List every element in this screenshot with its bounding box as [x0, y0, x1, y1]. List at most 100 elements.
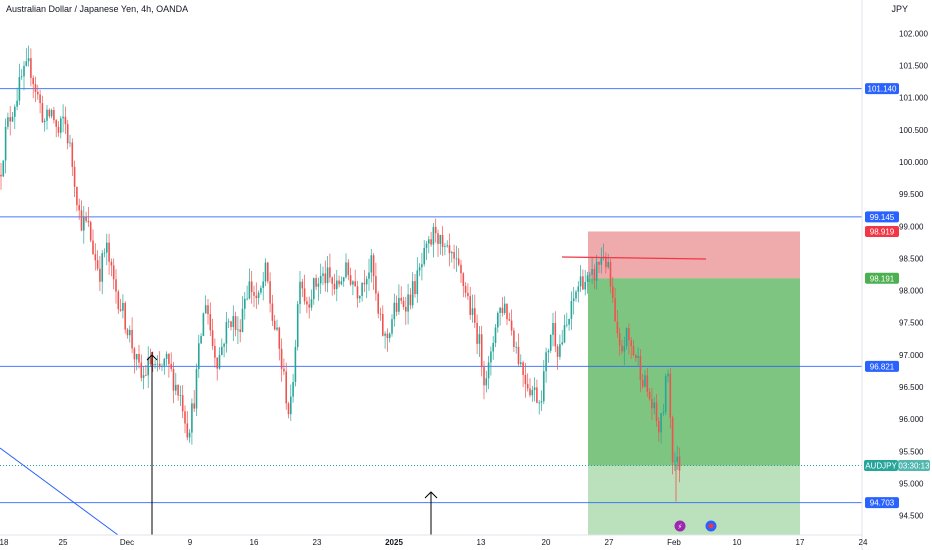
candle-body	[168, 353, 170, 364]
candle-body	[331, 277, 333, 284]
candle-body	[494, 327, 497, 343]
candle-body	[421, 264, 423, 268]
candle-body	[639, 356, 642, 381]
candle-body	[460, 264, 462, 274]
lightning-icon[interactable]	[674, 520, 686, 532]
candle-body	[400, 297, 402, 301]
candle-body	[129, 329, 131, 336]
entry-price-badge: 98.191	[870, 274, 895, 283]
candle-body	[50, 110, 53, 117]
candle-body	[384, 333, 386, 336]
candle-body	[11, 116, 14, 122]
candle-body	[131, 329, 133, 349]
resistance-ray[interactable]	[561, 256, 707, 260]
candle-body	[46, 109, 48, 121]
candle-body	[487, 362, 490, 379]
candle-body	[198, 343, 200, 370]
candle-body	[117, 291, 120, 310]
candle-body	[60, 118, 62, 133]
candle-body	[552, 322, 554, 335]
candle-body	[644, 375, 646, 387]
candle-body	[170, 363, 172, 369]
candle-body	[467, 292, 469, 297]
candle-body	[655, 402, 658, 421]
candle-body	[237, 329, 239, 331]
candle-body	[375, 276, 377, 294]
candle-body	[635, 355, 637, 358]
candle-body	[227, 321, 230, 323]
candle-body	[248, 281, 251, 299]
candle-body	[18, 76, 21, 101]
candle-body	[209, 314, 212, 331]
candle-body	[188, 432, 191, 438]
candle-body	[393, 302, 396, 320]
candle-body	[623, 346, 626, 352]
price-tick-label: 96.000	[899, 415, 924, 424]
trend-line[interactable]	[0, 447, 119, 536]
candle-body	[526, 384, 529, 389]
candle-body	[23, 65, 25, 77]
candle-body	[30, 58, 32, 78]
candle-body	[39, 94, 41, 104]
stop-loss-zone[interactable]	[588, 231, 800, 279]
candle-body	[62, 116, 64, 119]
candle-body	[145, 375, 147, 377]
price-tick-label: 102.000	[899, 29, 928, 38]
candle-body	[37, 91, 39, 95]
candle-body	[641, 380, 644, 387]
countdown-badge-bg	[898, 460, 930, 472]
candle-body	[529, 388, 531, 396]
candle-body	[260, 287, 262, 293]
candle-body	[547, 350, 550, 353]
candle-body	[648, 391, 651, 400]
candle-body	[124, 302, 126, 330]
candle-body	[508, 319, 511, 321]
candle-body	[179, 395, 182, 396]
candle-body	[66, 124, 69, 144]
candle-body	[572, 298, 575, 301]
candle-body	[430, 239, 432, 245]
candle-body	[317, 283, 320, 287]
candle-body	[57, 126, 60, 133]
candle-body	[630, 340, 632, 346]
candle-body	[181, 395, 184, 412]
candle-body	[382, 314, 384, 336]
candle-body	[441, 234, 444, 248]
lightning-glyph: ⚡	[678, 523, 683, 531]
candle-body	[257, 292, 260, 298]
candle-body	[303, 288, 306, 302]
take-profit-zone-remaining[interactable]	[588, 465, 800, 535]
candle-body	[497, 312, 499, 328]
candle-body	[646, 375, 649, 392]
current-symbol-badge-bg	[864, 460, 898, 472]
candle-body	[4, 126, 7, 161]
candle-body	[285, 371, 287, 404]
candle-body	[202, 313, 205, 337]
time-tick-label: Feb	[667, 538, 681, 547]
candle-body	[437, 233, 439, 244]
candle-body	[27, 58, 30, 62]
candle-body	[34, 84, 37, 92]
candle-body	[306, 301, 308, 305]
take-profit-zone[interactable]	[588, 278, 800, 466]
price-tick-label: 99.000	[899, 222, 924, 231]
candle-body	[156, 363, 159, 365]
candle-body	[483, 367, 485, 386]
candle-body	[342, 277, 345, 282]
candle-body	[172, 368, 175, 391]
candle-body	[211, 330, 214, 347]
candle-body	[418, 267, 421, 271]
position-zones	[588, 231, 800, 535]
candle-body	[561, 342, 563, 345]
candle-body	[377, 293, 379, 314]
price-tick-label: 100.000	[899, 158, 928, 167]
candle-body	[416, 270, 419, 295]
candle-body	[520, 362, 522, 365]
price-tick-label: 96.500	[899, 383, 924, 392]
candle-body	[216, 357, 218, 369]
currency-label: JPY	[891, 4, 908, 14]
candle-body	[637, 356, 639, 358]
time-tick-label: 25	[59, 538, 68, 547]
countdown-badge: 03:30:13	[898, 462, 930, 471]
